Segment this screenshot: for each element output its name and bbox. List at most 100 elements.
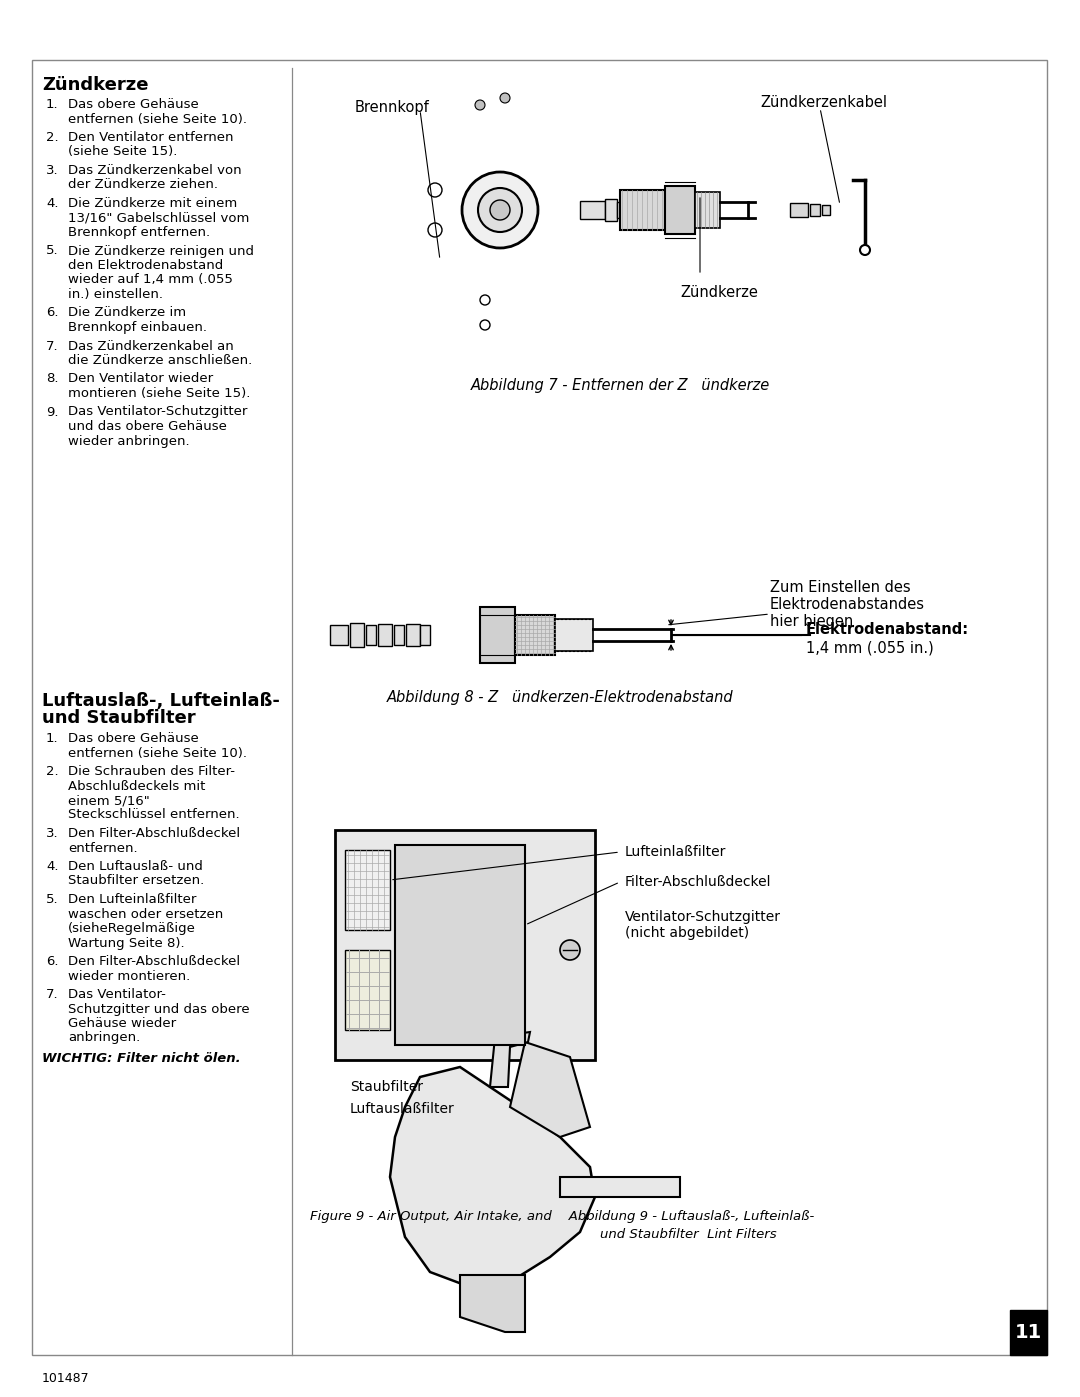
Polygon shape xyxy=(390,1067,595,1287)
Text: Figure 9 - Air Output, Air Intake, and    Abbildung 9 - Luftauslaß-, Lufteinlaß-: Figure 9 - Air Output, Air Intake, and A… xyxy=(310,1210,814,1222)
Text: 101487: 101487 xyxy=(42,1372,90,1384)
Text: Filter-Abschlußdeckel: Filter-Abschlußdeckel xyxy=(625,875,771,888)
Circle shape xyxy=(480,295,490,305)
Text: Zum Einstellen des: Zum Einstellen des xyxy=(770,580,910,595)
Text: und Staubfilter  Lint Filters: und Staubfilter Lint Filters xyxy=(600,1228,777,1241)
Bar xyxy=(555,619,593,651)
Text: 3.: 3. xyxy=(46,163,58,177)
Polygon shape xyxy=(460,1275,525,1331)
Text: waschen oder ersetzen: waschen oder ersetzen xyxy=(68,908,224,921)
Text: entfernen.: entfernen. xyxy=(68,841,137,855)
Text: Staubfilter ersetzen.: Staubfilter ersetzen. xyxy=(68,875,204,887)
Text: Brennkopf einbauen.: Brennkopf einbauen. xyxy=(68,321,207,334)
Text: den Elektrodenabstand: den Elektrodenabstand xyxy=(68,258,224,272)
Text: Schutzgitter und das obere: Schutzgitter und das obere xyxy=(68,1003,249,1016)
Bar xyxy=(620,190,665,231)
Text: die Zündkerze anschließen.: die Zündkerze anschließen. xyxy=(68,353,253,367)
Text: entfernen (siehe Seite 10).: entfernen (siehe Seite 10). xyxy=(68,113,247,126)
Text: Abbildung 8 - Z   ündkerzen-Elektrodenabstand: Abbildung 8 - Z ündkerzen-Elektrodenabst… xyxy=(387,690,733,705)
Circle shape xyxy=(561,940,580,960)
Polygon shape xyxy=(561,1178,680,1197)
Text: Das obere Gehäuse: Das obere Gehäuse xyxy=(68,732,199,745)
Text: in.) einstellen.: in.) einstellen. xyxy=(68,288,163,300)
Text: Die Zündkerze reinigen und: Die Zündkerze reinigen und xyxy=(68,244,254,257)
Bar xyxy=(515,615,555,655)
Text: wieder montieren.: wieder montieren. xyxy=(68,970,190,982)
Circle shape xyxy=(478,189,522,232)
Text: Das Ventilator-: Das Ventilator- xyxy=(68,988,166,1002)
Bar xyxy=(330,624,348,645)
Bar xyxy=(789,203,808,217)
Bar xyxy=(394,624,404,645)
Text: Die Schrauben des Filter-: Die Schrauben des Filter- xyxy=(68,766,235,778)
Circle shape xyxy=(500,94,510,103)
Text: wieder auf 1,4 mm (.055: wieder auf 1,4 mm (.055 xyxy=(68,274,233,286)
Text: 1.: 1. xyxy=(46,732,58,745)
Text: 6.: 6. xyxy=(46,306,58,320)
Circle shape xyxy=(480,320,490,330)
Text: Lufteinlaßfilter: Lufteinlaßfilter xyxy=(625,845,727,859)
Text: und das obere Gehäuse: und das obere Gehäuse xyxy=(68,420,227,433)
Text: 1,4 mm (.055 in.): 1,4 mm (.055 in.) xyxy=(806,640,934,655)
Text: 1.: 1. xyxy=(46,98,58,110)
Text: Das Ventilator-Schutzgitter: Das Ventilator-Schutzgitter xyxy=(68,405,247,419)
Bar xyxy=(665,186,696,235)
Text: (siehe Seite 15).: (siehe Seite 15). xyxy=(68,145,177,158)
Bar xyxy=(378,624,392,645)
Text: einem 5/16": einem 5/16" xyxy=(68,793,150,807)
Text: Luftauslaßfilter: Luftauslaßfilter xyxy=(350,1102,455,1116)
Text: (nicht abgebildet): (nicht abgebildet) xyxy=(625,926,750,940)
Text: anbringen.: anbringen. xyxy=(68,1031,140,1045)
Text: Luftauslaß-, Lufteinlaß-: Luftauslaß-, Lufteinlaß- xyxy=(42,692,280,710)
Polygon shape xyxy=(510,1042,590,1137)
Text: Das obere Gehäuse: Das obere Gehäuse xyxy=(68,98,199,110)
Bar xyxy=(420,624,430,645)
Text: der Zündkerze ziehen.: der Zündkerze ziehen. xyxy=(68,179,218,191)
Text: 8.: 8. xyxy=(46,373,58,386)
Text: Den Luftauslaß- und: Den Luftauslaß- und xyxy=(68,861,203,873)
Text: Staubfilter: Staubfilter xyxy=(350,1080,423,1094)
Circle shape xyxy=(490,200,510,219)
Bar xyxy=(395,845,525,1045)
Text: 4.: 4. xyxy=(46,861,58,873)
Text: Den Ventilator wieder: Den Ventilator wieder xyxy=(68,373,213,386)
Text: montieren (siehe Seite 15).: montieren (siehe Seite 15). xyxy=(68,387,251,400)
Bar xyxy=(350,623,364,647)
Bar xyxy=(605,198,617,221)
Text: Zündkerze: Zündkerze xyxy=(680,285,758,300)
Text: Ventilator-Schutzgitter: Ventilator-Schutzgitter xyxy=(625,909,781,923)
Text: 7.: 7. xyxy=(46,339,58,352)
Text: hier biegen: hier biegen xyxy=(770,615,853,629)
Text: entfernen (siehe Seite 10).: entfernen (siehe Seite 10). xyxy=(68,746,247,760)
Text: 7.: 7. xyxy=(46,988,58,1002)
Text: Das Zündkerzenkabel an: Das Zündkerzenkabel an xyxy=(68,339,233,352)
Text: 6.: 6. xyxy=(46,956,58,968)
Bar xyxy=(345,849,390,930)
Text: Elektrodenabstand:: Elektrodenabstand: xyxy=(806,623,969,637)
Text: 2.: 2. xyxy=(46,766,58,778)
Bar xyxy=(480,608,515,664)
Text: Die Zündkerze im: Die Zündkerze im xyxy=(68,306,186,320)
Text: Den Lufteinlaßfilter: Den Lufteinlaßfilter xyxy=(68,893,197,907)
Polygon shape xyxy=(490,1032,530,1087)
Text: Elektrodenabstandes: Elektrodenabstandes xyxy=(770,597,924,612)
Circle shape xyxy=(475,101,485,110)
Text: 9.: 9. xyxy=(46,405,58,419)
Text: Brennkopf: Brennkopf xyxy=(355,101,430,115)
Text: Steckschlüssel entfernen.: Steckschlüssel entfernen. xyxy=(68,809,240,821)
Text: Abschlußdeckels mit: Abschlußdeckels mit xyxy=(68,780,205,792)
Text: Gehäuse wieder: Gehäuse wieder xyxy=(68,1017,176,1030)
Text: Die Zündkerze mit einem: Die Zündkerze mit einem xyxy=(68,197,238,210)
Text: (sieheRegelmäßige: (sieheRegelmäßige xyxy=(68,922,195,935)
Text: Zündkerze: Zündkerze xyxy=(42,75,149,94)
Bar xyxy=(345,950,390,1030)
Text: Den Filter-Abschlußdeckel: Den Filter-Abschlußdeckel xyxy=(68,956,240,968)
Text: Brennkopf entfernen.: Brennkopf entfernen. xyxy=(68,226,211,239)
Text: und Staubfilter: und Staubfilter xyxy=(42,710,195,726)
Bar xyxy=(810,204,820,217)
Text: 5.: 5. xyxy=(46,893,58,907)
Text: Abbildung 7 - Entfernen der Z   ündkerze: Abbildung 7 - Entfernen der Z ündkerze xyxy=(471,379,770,393)
Text: 11: 11 xyxy=(1014,1323,1041,1343)
Text: 3.: 3. xyxy=(46,827,58,840)
Bar xyxy=(822,205,831,215)
